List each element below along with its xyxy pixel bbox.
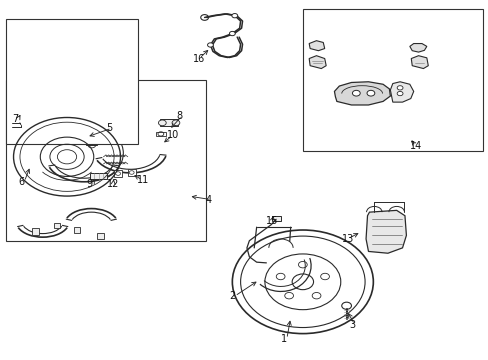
Circle shape <box>116 172 120 175</box>
Text: 12: 12 <box>107 179 120 189</box>
Bar <box>156 132 165 136</box>
Circle shape <box>158 120 166 126</box>
Bar <box>302 9 482 152</box>
Circle shape <box>352 90 360 96</box>
Bar <box>32 228 39 235</box>
Polygon shape <box>308 41 324 51</box>
Text: 13: 13 <box>341 234 353 244</box>
Text: 2: 2 <box>228 291 235 301</box>
Text: 7: 7 <box>12 114 18 124</box>
Circle shape <box>57 150 77 164</box>
Bar <box>6 19 137 144</box>
Circle shape <box>229 31 235 36</box>
Text: 5: 5 <box>106 123 112 133</box>
Bar <box>6 80 205 241</box>
Bar <box>114 170 122 177</box>
Bar <box>271 216 281 221</box>
Bar <box>74 227 80 233</box>
Polygon shape <box>409 44 426 52</box>
Bar <box>54 222 60 228</box>
Circle shape <box>172 120 180 126</box>
Polygon shape <box>334 82 389 105</box>
Text: 10: 10 <box>166 130 179 140</box>
Circle shape <box>129 171 134 174</box>
Text: 1: 1 <box>281 334 286 344</box>
Text: 9: 9 <box>86 179 92 189</box>
Text: 8: 8 <box>176 111 182 121</box>
Text: 16: 16 <box>193 54 205 64</box>
Bar <box>160 119 178 126</box>
Text: 15: 15 <box>266 216 278 226</box>
Bar <box>90 173 107 179</box>
Polygon shape <box>410 56 427 68</box>
Circle shape <box>396 91 402 96</box>
Text: 14: 14 <box>409 141 421 151</box>
Circle shape <box>231 14 237 18</box>
Bar <box>127 168 135 176</box>
Bar <box>97 233 104 239</box>
Polygon shape <box>308 56 325 68</box>
Text: 3: 3 <box>348 320 354 330</box>
Polygon shape <box>366 210 406 253</box>
Circle shape <box>207 43 213 47</box>
Circle shape <box>366 90 374 96</box>
Polygon shape <box>389 82 413 102</box>
Text: 11: 11 <box>136 175 148 185</box>
Circle shape <box>396 86 402 90</box>
Bar <box>86 141 97 145</box>
Text: 4: 4 <box>205 195 211 204</box>
Text: 6: 6 <box>19 177 24 187</box>
